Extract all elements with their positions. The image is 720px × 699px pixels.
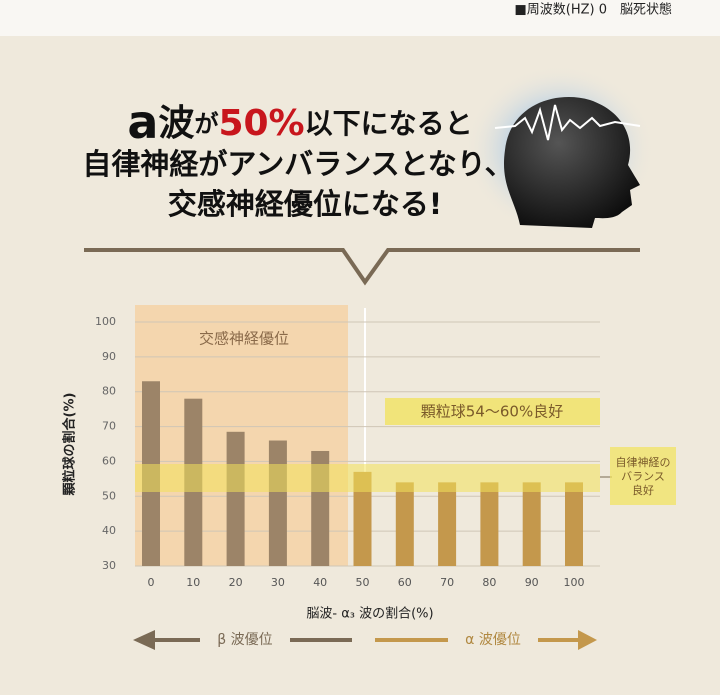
x-tick-label: 60: [398, 576, 412, 589]
y-tick-label: 50: [102, 489, 116, 502]
y-tick-label: 80: [102, 385, 116, 398]
x-tick-label: 0: [148, 576, 155, 589]
heading-highlight: 50%: [218, 103, 304, 144]
top-band: [0, 0, 720, 36]
balance-label: 自律神経の: [616, 455, 671, 469]
heading-line3: 交感神経優位になる!: [168, 187, 442, 221]
balance-label: 良好: [632, 483, 654, 497]
arrow-label-bg: [448, 628, 538, 652]
granulocyte-label: 顆粒球54〜60%良好: [421, 403, 563, 421]
region-label: 交感神経優位: [199, 330, 289, 348]
bar: [565, 482, 583, 566]
heading-a: a: [127, 95, 158, 149]
bar: [438, 482, 457, 566]
arrow-label: α 波優位: [465, 632, 521, 648]
y-tick-label: 90: [102, 350, 116, 363]
x-axis-label: 脳波- α₃ 波の割合(%): [306, 606, 433, 622]
x-tick-label: 70: [440, 576, 454, 589]
y-tick-label: 30: [102, 559, 116, 572]
y-tick-label: 70: [102, 420, 116, 433]
heading-text: が: [194, 110, 218, 138]
balance-label: バランス: [621, 470, 665, 483]
heading-text: 以下になると: [305, 107, 473, 140]
balance-band: [135, 464, 600, 492]
bar: [268, 440, 287, 566]
bar: [395, 482, 414, 566]
heading-line2: 自律神経がアンバランスとなり、: [82, 147, 513, 181]
granulocyte-box: [385, 398, 600, 425]
x-tick-label: 20: [229, 576, 243, 589]
y-tick-label: 60: [102, 454, 116, 467]
bar: [353, 471, 372, 566]
divider: [84, 248, 640, 286]
bar: [522, 482, 541, 566]
x-tick-label: 30: [271, 576, 285, 589]
bar: [226, 431, 245, 566]
arrow-label: β 波優位: [217, 632, 272, 648]
bar: [480, 482, 499, 566]
heading-line1: a波が50%以下になると: [127, 95, 472, 149]
brain-wave: [494, 104, 641, 141]
y-tick-label: 40: [102, 524, 116, 537]
y-tick-label: 100: [95, 315, 116, 328]
y-axis-label: 顆粒球の割合(%): [62, 393, 78, 496]
balance-box: [610, 447, 676, 505]
x-tick-label: 100: [564, 576, 585, 589]
x-tick-label: 90: [525, 576, 539, 589]
top-note: ■周波数(HZ) 0 脳死状態: [514, 2, 672, 18]
x-tick-label: 80: [482, 576, 496, 589]
head-icon: [503, 97, 640, 228]
heading-text: 波: [158, 103, 194, 144]
x-tick-label: 50: [356, 576, 370, 589]
x-tick-label: 40: [313, 576, 327, 589]
x-tick-label: 10: [186, 576, 200, 589]
arrow-label-bg: [200, 628, 290, 652]
